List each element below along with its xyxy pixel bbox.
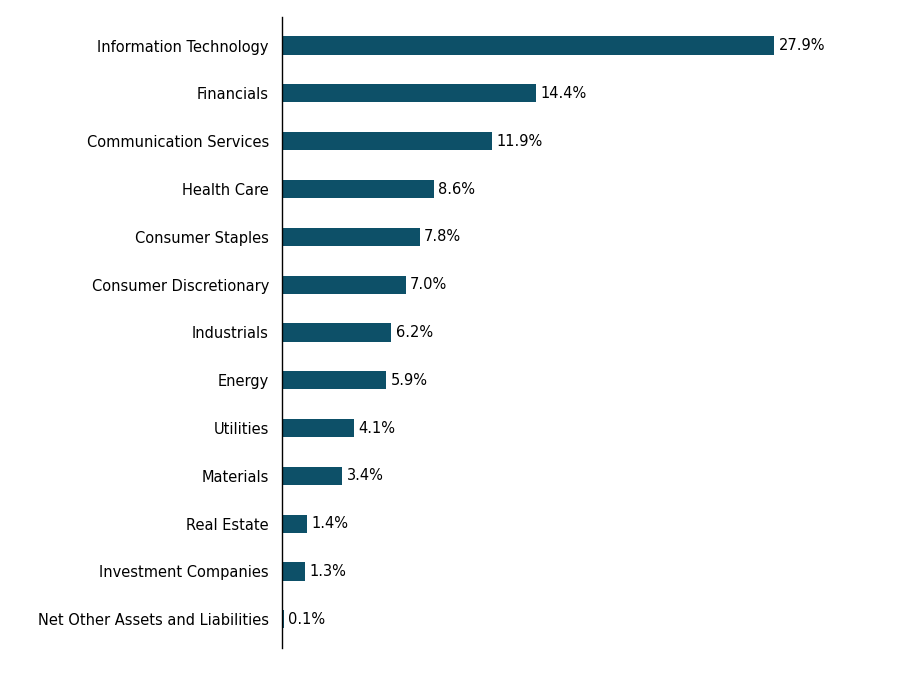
Bar xyxy=(282,36,774,55)
Bar xyxy=(282,180,434,198)
Bar xyxy=(282,514,307,533)
Bar xyxy=(282,610,284,628)
Bar xyxy=(282,275,406,294)
Bar xyxy=(282,84,536,103)
Bar xyxy=(282,467,342,485)
Text: 27.9%: 27.9% xyxy=(778,38,825,53)
Bar xyxy=(282,419,354,437)
Text: 14.4%: 14.4% xyxy=(541,86,587,101)
Text: 7.8%: 7.8% xyxy=(424,230,461,244)
Text: 6.2%: 6.2% xyxy=(396,325,433,340)
Bar xyxy=(282,371,386,389)
Text: 11.9%: 11.9% xyxy=(496,134,542,148)
Text: 7.0%: 7.0% xyxy=(410,277,447,292)
Text: 1.4%: 1.4% xyxy=(311,516,349,531)
Bar xyxy=(282,227,420,246)
Bar xyxy=(282,132,492,151)
Text: 0.1%: 0.1% xyxy=(288,612,326,627)
Bar xyxy=(282,562,305,580)
Text: 8.6%: 8.6% xyxy=(438,182,475,196)
Bar xyxy=(282,323,391,342)
Text: 5.9%: 5.9% xyxy=(390,373,428,387)
Text: 1.3%: 1.3% xyxy=(309,564,347,579)
Text: 3.4%: 3.4% xyxy=(347,468,383,483)
Text: 4.1%: 4.1% xyxy=(359,421,396,435)
